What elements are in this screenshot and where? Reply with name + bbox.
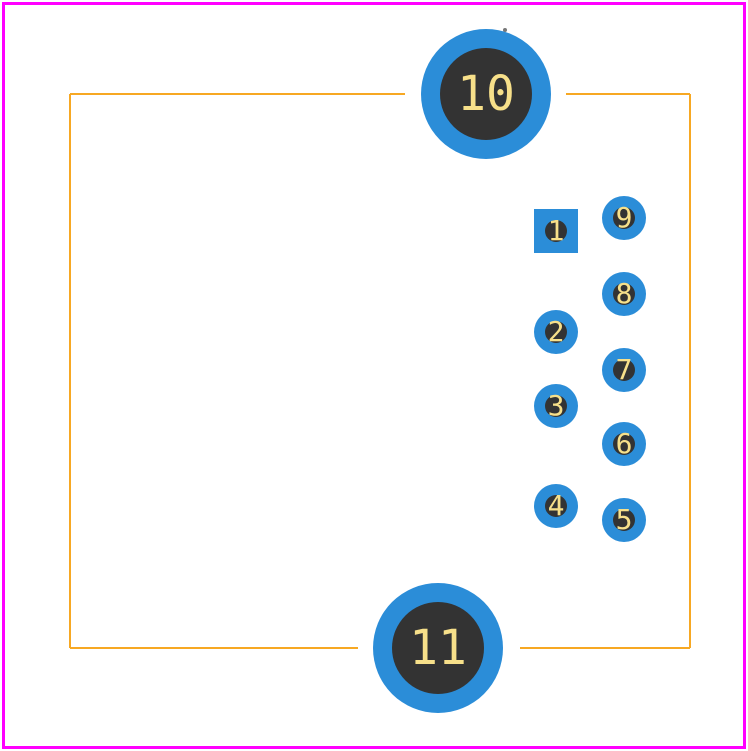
silkscreen-bottom-left <box>70 647 358 649</box>
silkscreen-top-left <box>70 93 405 95</box>
silkscreen-bottom-right <box>520 647 690 649</box>
pcb-footprint-canvas: 1011123456789 <box>0 0 748 751</box>
pad-1: 1 <box>534 209 578 253</box>
pad-6: 6 <box>602 422 646 466</box>
pad-label: 9 <box>616 204 633 232</box>
pad-label: 4 <box>548 492 565 520</box>
silkscreen-top-right <box>566 93 690 95</box>
pad-label: 5 <box>616 506 633 534</box>
pad-11: 11 <box>373 583 503 713</box>
pad-9: 9 <box>602 196 646 240</box>
pad-8: 8 <box>602 272 646 316</box>
pad-label: 6 <box>616 430 633 458</box>
pad-label: 11 <box>409 624 467 672</box>
silkscreen-right <box>689 94 691 648</box>
pad-7: 7 <box>602 348 646 392</box>
pad-5: 5 <box>602 498 646 542</box>
silkscreen-left <box>69 94 71 648</box>
pad-label: 8 <box>616 280 633 308</box>
pad-4: 4 <box>534 484 578 528</box>
pad-label: 2 <box>548 318 565 346</box>
pad-3: 3 <box>534 384 578 428</box>
pad-label: 1 <box>548 217 565 245</box>
pad-label: 3 <box>548 392 565 420</box>
pad-label: 7 <box>616 356 633 384</box>
pad-label: 10 <box>457 70 515 118</box>
pad-10: 10 <box>421 29 551 159</box>
pad-2: 2 <box>534 310 578 354</box>
